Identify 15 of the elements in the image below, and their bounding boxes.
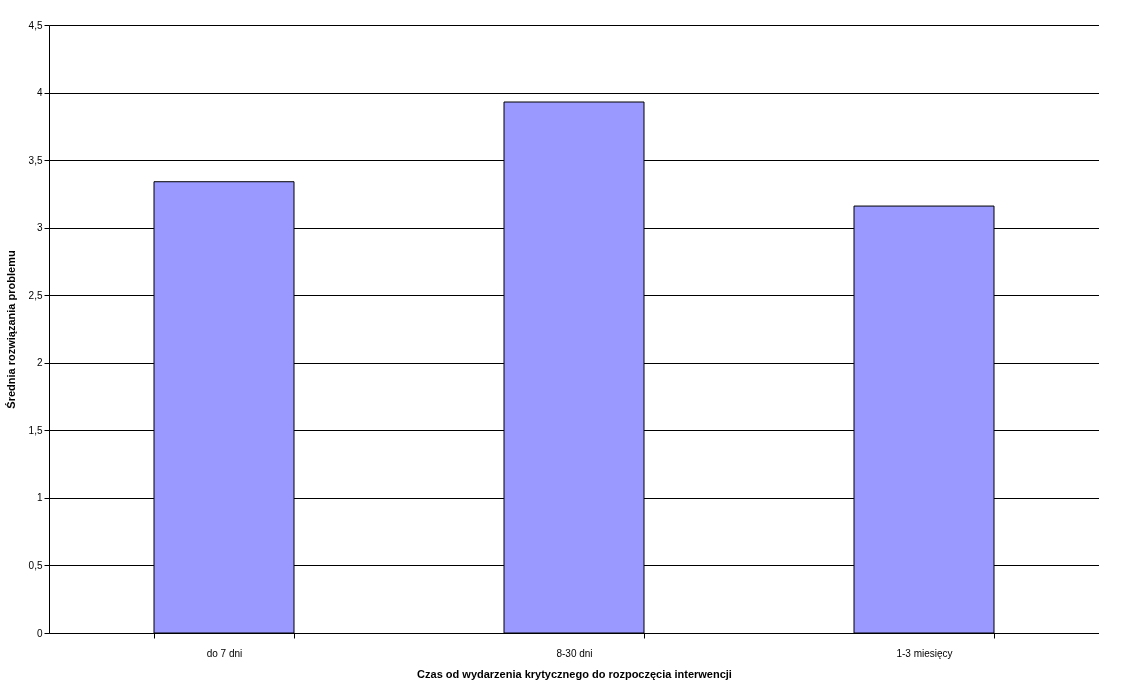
- y-tick-label: 3,5: [28, 154, 43, 166]
- y-tick-label: 1: [36, 492, 43, 504]
- y-tick-label: 0: [36, 627, 43, 639]
- y-tick-label: 3: [36, 222, 43, 234]
- y-tick-label: 2,5: [28, 289, 43, 301]
- y-tick-label: 0,5: [28, 559, 43, 571]
- y-tick-label: 4: [36, 87, 43, 99]
- x-tick-label: 1-3 miesięcy: [896, 647, 953, 659]
- y-axis-title: Średnia rozwiązania problemu: [4, 250, 17, 409]
- x-tick-label: 8-30 dni: [556, 647, 593, 659]
- y-tick-label: 1,5: [28, 424, 43, 436]
- y-tick-label: 4,5: [28, 19, 43, 31]
- y-tick-label: 2: [36, 357, 43, 369]
- x-axis-title: Czas od wydarzenia krytycznego do rozpoczęcia interwencji: [417, 667, 732, 680]
- x-tick-label: do 7 dni: [206, 647, 243, 659]
